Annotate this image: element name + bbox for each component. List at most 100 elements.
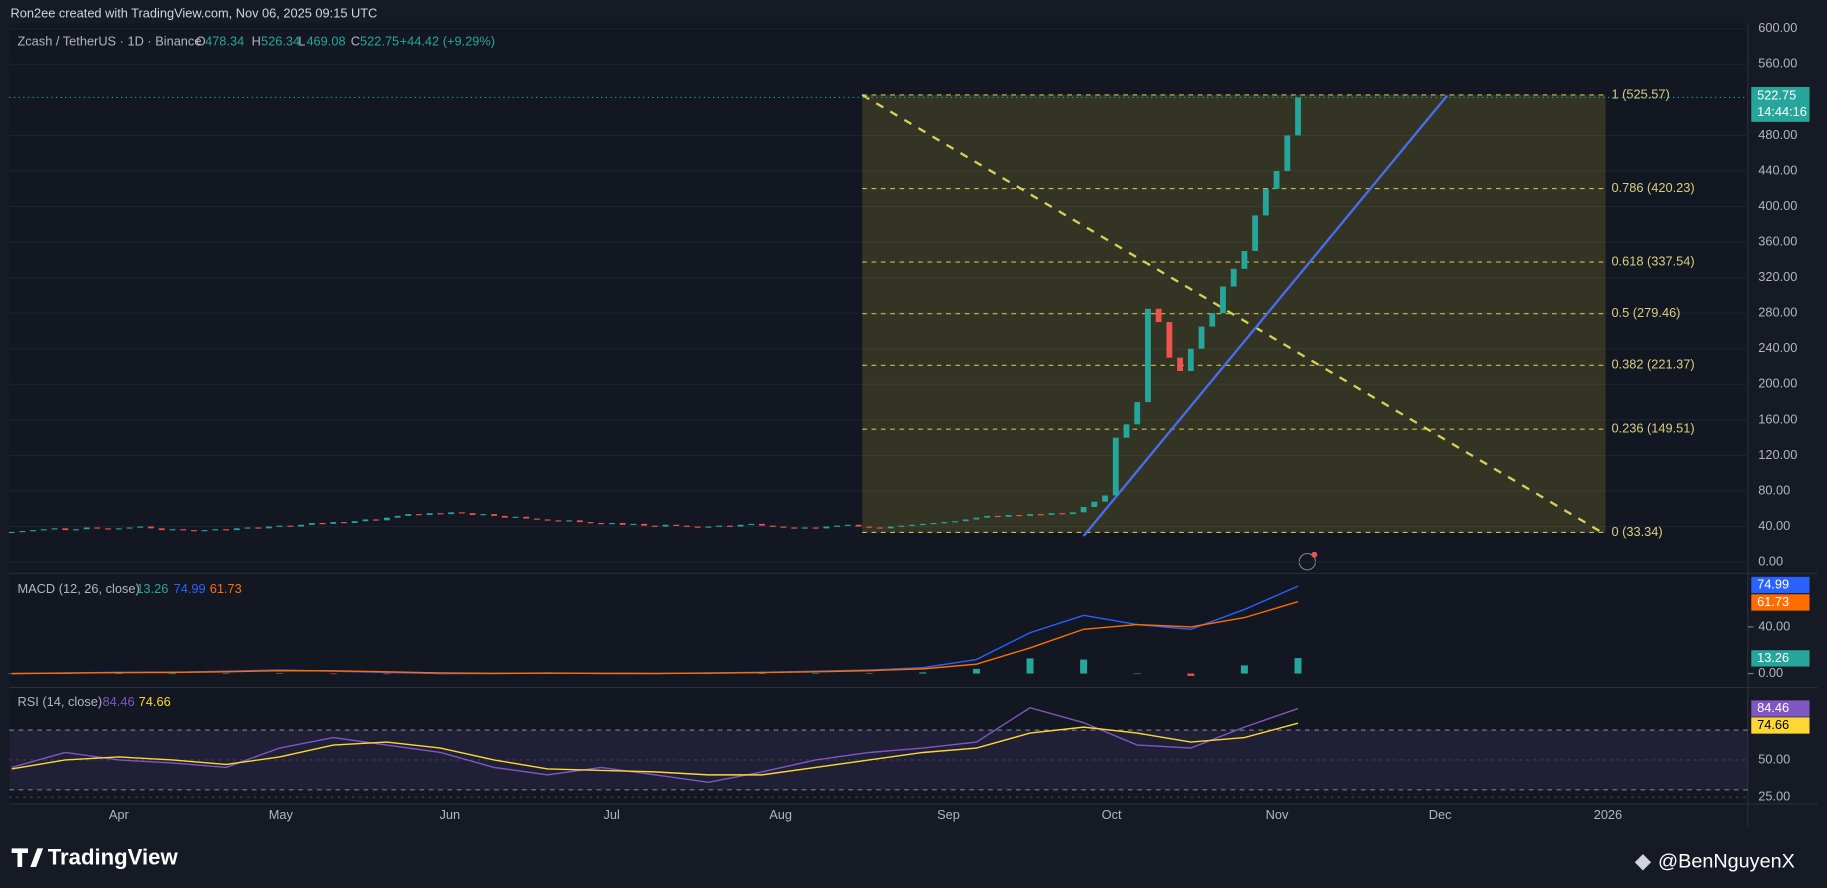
axis-tag-bg (1751, 700, 1810, 717)
ohlc-value: 469.08 (306, 33, 345, 48)
x-tick-label: 2026 (1594, 807, 1622, 822)
candle (1166, 322, 1173, 358)
candle (523, 516, 530, 519)
y-tick-label: 440.00 (1758, 162, 1797, 177)
histogram-bar (865, 672, 873, 674)
ohlc-value: 478.34 (205, 33, 244, 48)
candle (1016, 515, 1023, 517)
candle (223, 529, 229, 531)
fib-label: 0.382 (221.37) (1611, 357, 1694, 372)
candle (266, 526, 272, 529)
rsi-legend: RSI (14, close) (17, 694, 102, 709)
candle (566, 520, 572, 522)
legend-value: 74.66 (139, 694, 171, 709)
candle (394, 515, 401, 518)
candle (630, 523, 637, 526)
candle (877, 527, 883, 529)
candle (651, 525, 658, 527)
candle (844, 524, 851, 526)
candle (1241, 250, 1248, 269)
ohlc-key: O (196, 33, 206, 48)
macd-legend: MACD (12, 26, close) (17, 581, 139, 596)
legend-value: 74.99 (174, 581, 206, 596)
candle (1091, 501, 1098, 508)
axis-tag: 74.66 (1757, 717, 1789, 732)
y-tick-label: 25.00 (1758, 789, 1790, 804)
candle (919, 523, 926, 526)
candle (1209, 313, 1216, 327)
x-tick-label: Dec (1429, 807, 1452, 822)
candle (105, 528, 112, 530)
histogram-bar (329, 673, 337, 675)
brand: TradingView (48, 845, 179, 870)
ohlc-value: 522.75 (360, 33, 399, 48)
x-tick-label: Aug (769, 807, 792, 822)
fib-label: 0 (33.34) (1611, 524, 1662, 539)
histogram-bar (1080, 659, 1088, 674)
price-tag (1751, 86, 1810, 122)
candle (51, 528, 58, 530)
candle (373, 519, 380, 521)
histogram-bar (115, 673, 123, 674)
candle (609, 523, 615, 525)
x-tick-label: Jun (439, 807, 460, 822)
candle (1027, 514, 1033, 516)
candle (1112, 437, 1119, 496)
ohlc-key: C (351, 33, 360, 48)
candle (308, 523, 315, 525)
candle (158, 528, 165, 531)
histogram-bar (1187, 673, 1195, 676)
candle (201, 530, 208, 532)
histogram-bar (383, 673, 391, 675)
candle (748, 523, 755, 526)
candle (1123, 424, 1130, 438)
candle (115, 528, 122, 530)
histogram-bar (222, 672, 230, 674)
candle (190, 530, 197, 532)
candle (662, 524, 669, 527)
candle (1177, 357, 1184, 371)
candle (244, 527, 251, 529)
candle (769, 525, 776, 527)
candle (458, 512, 465, 514)
y-tick-label: 120.00 (1758, 447, 1797, 462)
y-tick-label: 320.00 (1758, 269, 1797, 284)
price-tag-countdown: 14:44:16 (1757, 104, 1807, 119)
candle (1145, 308, 1151, 403)
y-tick-label: 360.00 (1758, 233, 1797, 248)
candle (1252, 215, 1259, 251)
candle (169, 529, 176, 531)
x-tick-label: Sep (937, 807, 960, 822)
axis-tag-bg (1751, 650, 1810, 667)
candle (544, 519, 551, 521)
candle (383, 517, 390, 521)
histogram-bar (812, 672, 820, 674)
candle (276, 525, 283, 527)
candle (1230, 268, 1237, 287)
y-tick-label: 0.00 (1758, 665, 1783, 680)
y-tick-label: 50.00 (1758, 751, 1790, 766)
ohlc-key: L (298, 33, 305, 48)
candle (405, 514, 412, 516)
candle (469, 513, 476, 516)
x-tick-label: May (269, 807, 294, 822)
candle (512, 516, 519, 518)
histogram-bar (276, 672, 284, 674)
exchange-icon (1634, 854, 1652, 871)
fib-label: 0.618 (337.54) (1611, 253, 1694, 268)
candle (887, 526, 894, 529)
candle (62, 528, 69, 531)
fib-label: 0.236 (149.51) (1611, 421, 1694, 436)
histogram-bar (168, 673, 176, 675)
y-tick-label: 200.00 (1758, 376, 1797, 391)
candle (148, 526, 154, 529)
y-tick-label: 240.00 (1758, 340, 1797, 355)
y-tick-label: 560.00 (1758, 56, 1797, 71)
candle (137, 526, 144, 528)
candle (801, 527, 808, 529)
handle: @BenNguyenX (1658, 851, 1795, 873)
y-tick-label: 40.00 (1758, 618, 1790, 633)
ohlc-key: H (252, 33, 261, 48)
candle (426, 513, 433, 516)
candle (1080, 507, 1087, 513)
